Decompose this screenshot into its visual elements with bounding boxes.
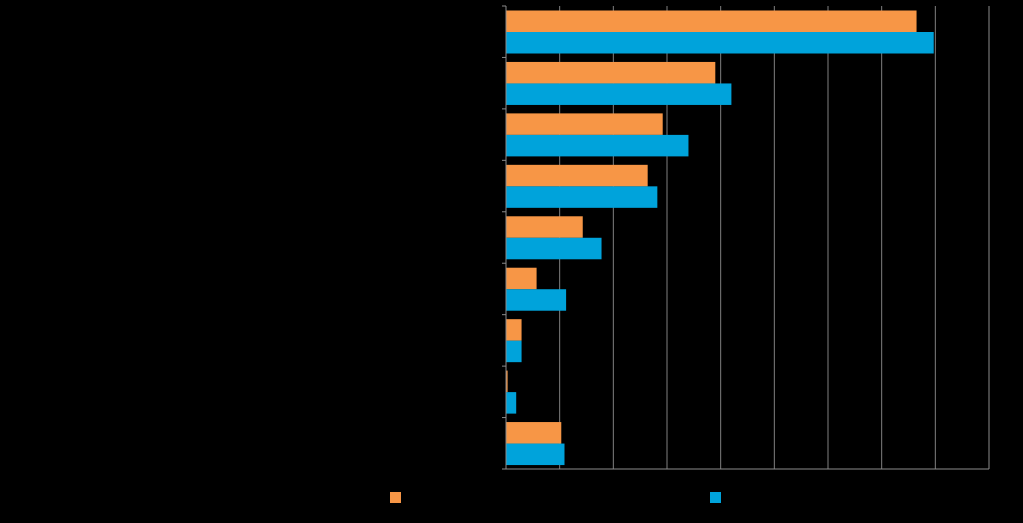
bar-series-1-category-9 (506, 422, 562, 444)
legend-swatch-series-1 (390, 491, 401, 503)
bar-series-2-category-7 (506, 340, 522, 363)
bar-series-1-category-8 (506, 370, 508, 393)
bar-series-1-category-4 (506, 164, 648, 187)
bar-series-1-category-1 (506, 10, 917, 32)
bar-series-1-category-6 (506, 267, 537, 290)
legend-item-series-2 (710, 490, 727, 504)
bar-series-1-category-7 (506, 319, 522, 341)
bar-series-1-category-5 (506, 216, 583, 238)
legend-item-series-1 (390, 490, 407, 504)
bar-series-2-category-1 (506, 32, 934, 54)
bar-series-2-category-6 (506, 289, 567, 311)
bar-series-2-category-4 (506, 186, 658, 208)
bar-series-2-category-2 (506, 83, 732, 105)
bar-series-2-category-8 (506, 392, 517, 414)
bar-series-2-category-9 (506, 443, 565, 466)
legend-swatch-series-2 (710, 491, 721, 503)
bar-series-2-category-3 (506, 134, 689, 157)
bar-series-1-category-2 (506, 61, 716, 84)
bar-series-2-category-5 (506, 237, 602, 260)
bar-series-1-category-3 (506, 113, 663, 135)
